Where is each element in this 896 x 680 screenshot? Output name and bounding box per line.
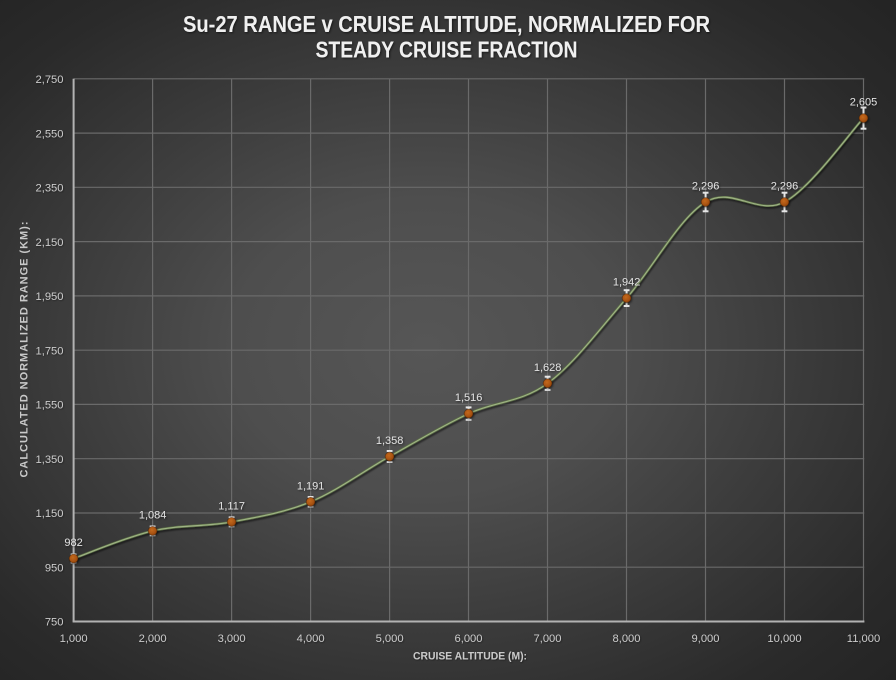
- svg-text:CALCULATED NORMALIZED RANGE (K: CALCULATED NORMALIZED RANGE (KM):: [19, 222, 31, 478]
- svg-text:1,117: 1,117: [218, 501, 245, 513]
- svg-text:CRUISE ALTITUDE (M):: CRUISE ALTITUDE (M):: [413, 651, 527, 663]
- svg-text:1,358: 1,358: [376, 435, 404, 447]
- svg-text:2,605: 2,605: [850, 97, 878, 109]
- svg-text:2,550: 2,550: [36, 128, 64, 140]
- svg-text:1,942: 1,942: [613, 277, 641, 289]
- svg-text:950: 950: [45, 562, 64, 574]
- svg-text:9,000: 9,000: [692, 633, 720, 645]
- svg-text:8,000: 8,000: [613, 633, 641, 645]
- svg-text:982: 982: [64, 537, 82, 549]
- svg-text:6,000: 6,000: [455, 633, 483, 645]
- svg-text:750: 750: [45, 617, 64, 629]
- svg-text:3,000: 3,000: [218, 633, 246, 645]
- svg-text:1,150: 1,150: [36, 508, 64, 520]
- svg-text:2,000: 2,000: [139, 633, 167, 645]
- svg-text:1,550: 1,550: [36, 400, 64, 412]
- svg-text:STEADY CRUISE FRACTION: STEADY CRUISE FRACTION: [316, 36, 578, 62]
- svg-text:1,191: 1,191: [297, 480, 325, 492]
- svg-text:2,296: 2,296: [692, 181, 720, 193]
- svg-text:10,000: 10,000: [767, 633, 801, 645]
- svg-text:1,084: 1,084: [139, 510, 167, 522]
- svg-text:4,000: 4,000: [297, 633, 325, 645]
- svg-text:1,350: 1,350: [36, 454, 64, 466]
- svg-text:7,000: 7,000: [534, 633, 562, 645]
- svg-text:5,000: 5,000: [376, 633, 404, 645]
- svg-text:1,750: 1,750: [36, 345, 64, 357]
- svg-text:1,516: 1,516: [455, 392, 483, 404]
- svg-text:2,296: 2,296: [771, 181, 799, 193]
- svg-text:2,750: 2,750: [36, 74, 64, 86]
- svg-text:Su-27 RANGE v CRUISE ALTITUDE,: Su-27 RANGE v CRUISE ALTITUDE, NORMALIZE…: [183, 11, 710, 37]
- svg-text:1,628: 1,628: [534, 362, 562, 374]
- svg-text:11,000: 11,000: [847, 633, 880, 645]
- svg-text:1,950: 1,950: [36, 291, 64, 303]
- svg-text:2,150: 2,150: [36, 237, 64, 249]
- svg-text:1,000: 1,000: [60, 633, 88, 645]
- svg-text:2,350: 2,350: [36, 183, 64, 195]
